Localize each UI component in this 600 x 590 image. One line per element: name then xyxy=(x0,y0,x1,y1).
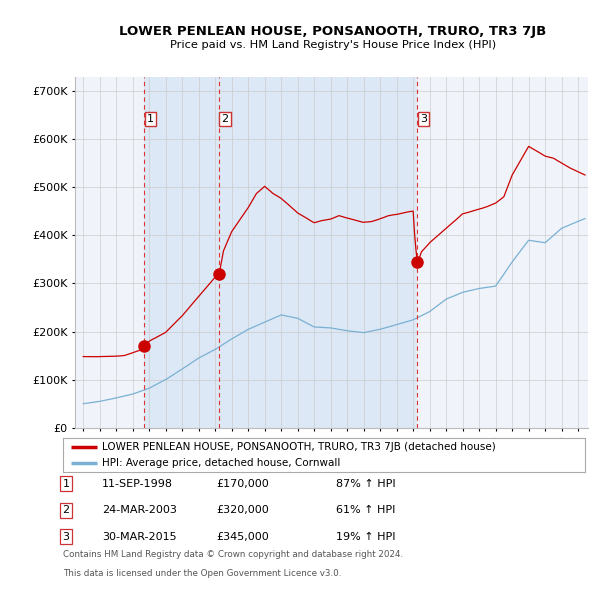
Text: 87% ↑ HPI: 87% ↑ HPI xyxy=(336,479,395,489)
Bar xyxy=(144,77,219,428)
Text: 2: 2 xyxy=(62,506,70,515)
Text: Price paid vs. HM Land Registry's House Price Index (HPI): Price paid vs. HM Land Registry's House … xyxy=(170,40,496,50)
Bar xyxy=(219,77,417,428)
Text: This data is licensed under the Open Government Licence v3.0.: This data is licensed under the Open Gov… xyxy=(63,569,341,578)
Text: 1: 1 xyxy=(62,479,70,489)
Text: £320,000: £320,000 xyxy=(216,506,269,515)
Text: £170,000: £170,000 xyxy=(216,479,269,489)
Text: LOWER PENLEAN HOUSE, PONSANOOTH, TRURO, TR3 7JB: LOWER PENLEAN HOUSE, PONSANOOTH, TRURO, … xyxy=(119,25,547,38)
Text: 1: 1 xyxy=(147,114,154,124)
Text: 24-MAR-2003: 24-MAR-2003 xyxy=(102,506,177,515)
Text: 2: 2 xyxy=(221,114,229,124)
Text: 3: 3 xyxy=(62,532,70,542)
Text: 3: 3 xyxy=(420,114,427,124)
Text: 30-MAR-2015: 30-MAR-2015 xyxy=(102,532,176,542)
Text: HPI: Average price, detached house, Cornwall: HPI: Average price, detached house, Corn… xyxy=(102,458,341,468)
Text: 11-SEP-1998: 11-SEP-1998 xyxy=(102,479,173,489)
Text: LOWER PENLEAN HOUSE, PONSANOOTH, TRURO, TR3 7JB (detached house): LOWER PENLEAN HOUSE, PONSANOOTH, TRURO, … xyxy=(102,442,496,452)
Text: £345,000: £345,000 xyxy=(216,532,269,542)
Text: Contains HM Land Registry data © Crown copyright and database right 2024.: Contains HM Land Registry data © Crown c… xyxy=(63,550,403,559)
Text: 19% ↑ HPI: 19% ↑ HPI xyxy=(336,532,395,542)
Text: 61% ↑ HPI: 61% ↑ HPI xyxy=(336,506,395,515)
